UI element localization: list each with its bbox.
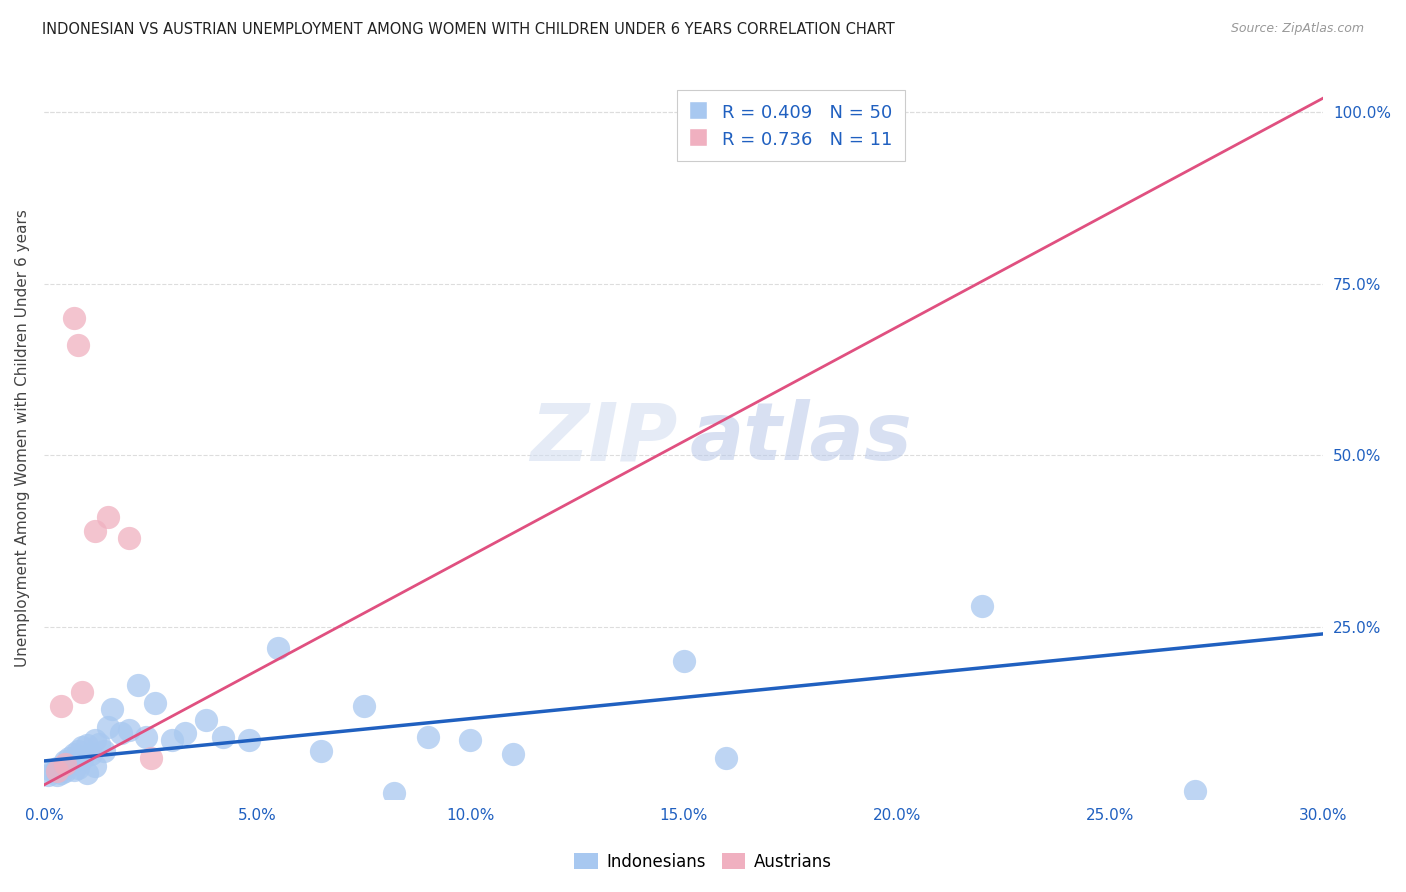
Point (110, 726, 132, 740)
Point (238, 733, 260, 747)
Point (460, 733, 482, 747)
Point (66, 750, 89, 764)
Point (143, 696, 166, 710)
Point (62, 763, 84, 777)
Point (267, 640, 290, 655)
Point (716, 750, 738, 764)
Legend: R = 0.409   N = 50, R = 0.736   N = 11: R = 0.409 N = 50, R = 0.736 N = 11 (676, 90, 905, 161)
Point (66, 761, 89, 775)
Point (76, 738, 98, 752)
Point (84, 733, 107, 747)
Point (45, 761, 67, 775)
Point (45, 768, 67, 782)
Point (53, 754, 76, 768)
Point (416, 730, 439, 744)
Point (66, 338, 89, 352)
Point (53, 764, 76, 779)
Point (76, 765, 98, 780)
Point (58, 750, 80, 764)
Y-axis label: Unemployment Among Women with Children Under 6 years: Unemployment Among Women with Children U… (15, 209, 30, 667)
Point (118, 723, 141, 737)
Point (309, 744, 332, 758)
Point (80, 747, 103, 761)
Text: Source: ZipAtlas.com: Source: ZipAtlas.com (1230, 22, 1364, 36)
Point (72, 752, 94, 766)
Point (173, 726, 195, 740)
Point (53, 757, 76, 772)
Point (58, 757, 80, 772)
Point (62, 747, 84, 761)
Point (72, 685, 94, 699)
Point (127, 678, 149, 692)
Point (89, 737, 111, 751)
Point (139, 750, 162, 764)
Point (53, 759, 76, 773)
Point (212, 730, 235, 744)
Point (45, 764, 67, 779)
Point (972, 599, 994, 614)
Point (62, 754, 84, 768)
Point (118, 531, 141, 545)
Point (41, 764, 63, 779)
Point (160, 733, 183, 747)
Point (502, 747, 524, 761)
Point (66, 744, 89, 758)
Point (84, 759, 107, 773)
Point (49, 761, 72, 775)
Point (101, 702, 124, 716)
Point (1184, 783, 1206, 797)
Point (672, 654, 695, 668)
Text: atlas: atlas (690, 399, 912, 477)
Point (382, 786, 405, 800)
Text: ZIP: ZIP (530, 399, 678, 477)
Point (49, 765, 72, 780)
Point (72, 740, 94, 755)
Point (37, 768, 59, 782)
Point (97, 720, 120, 734)
Legend: Indonesians, Austrians: Indonesians, Austrians (567, 845, 839, 880)
Point (49, 698, 72, 713)
Point (353, 698, 375, 713)
Text: INDONESIAN VS AUSTRIAN UNEMPLOYMENT AMONG WOMEN WITH CHILDREN UNDER 6 YEARS CORR: INDONESIAN VS AUSTRIAN UNEMPLOYMENT AMON… (42, 22, 896, 37)
Point (93, 744, 115, 758)
Point (97, 510, 120, 524)
Point (62, 310, 84, 325)
Point (45, 763, 67, 777)
Point (194, 713, 217, 727)
Point (716, 104, 738, 119)
Point (135, 730, 157, 744)
Point (84, 524, 107, 538)
